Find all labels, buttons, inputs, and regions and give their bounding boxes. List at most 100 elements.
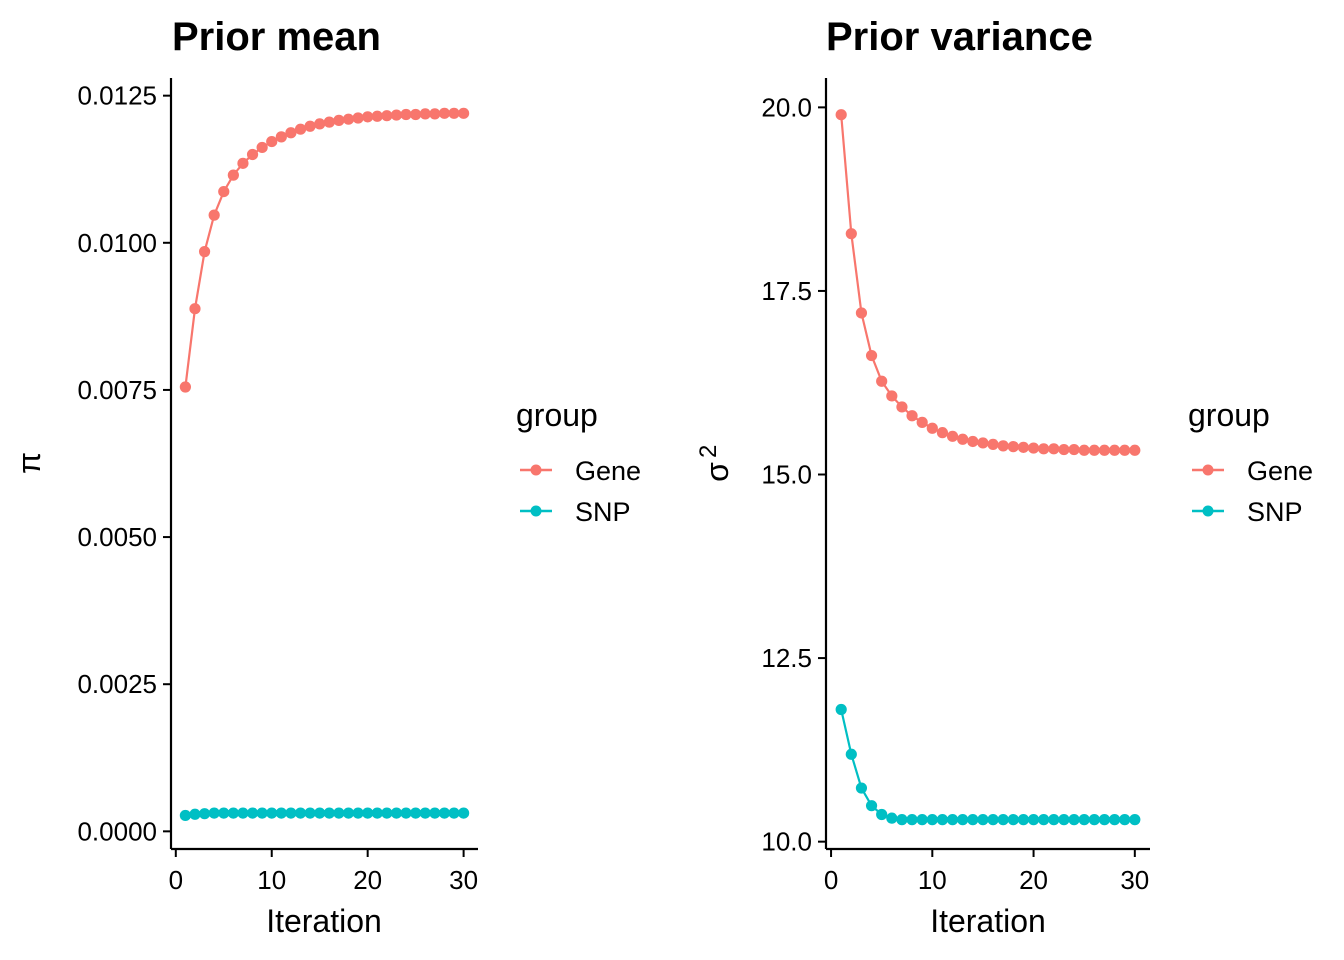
series-gene xyxy=(835,109,1141,456)
y-tick-label: 17.5 xyxy=(761,276,812,306)
x-tick-label: 0 xyxy=(169,865,183,895)
data-point-gene xyxy=(1068,443,1080,456)
data-point-gene xyxy=(179,381,191,393)
data-point-snp xyxy=(218,807,230,819)
data-point-snp xyxy=(448,807,460,819)
data-point-gene xyxy=(237,157,249,169)
data-point-gene xyxy=(1058,443,1070,456)
data-point-snp xyxy=(285,807,297,819)
x-tick-label: 10 xyxy=(257,865,286,895)
y-tick-label: 15.0 xyxy=(761,460,812,490)
data-point-gene xyxy=(1098,444,1111,456)
data-point-snp xyxy=(371,807,383,819)
data-point-snp xyxy=(936,814,949,826)
y-axis-title: π xyxy=(11,452,47,474)
data-point-gene xyxy=(1027,442,1040,454)
series-layer xyxy=(835,109,1141,826)
chart-title: Prior variance xyxy=(826,15,1093,59)
data-point-gene xyxy=(208,209,220,221)
data-point-gene xyxy=(218,185,230,198)
data-point-snp xyxy=(906,814,918,826)
data-point-gene xyxy=(1078,444,1090,456)
x-tick-label: 10 xyxy=(918,865,947,895)
data-point-gene xyxy=(835,109,847,121)
x-axis-title: Iteration xyxy=(266,903,382,939)
data-point-snp xyxy=(1108,814,1121,826)
data-point-snp xyxy=(314,807,326,819)
data-point-gene xyxy=(987,438,999,451)
data-point-gene xyxy=(304,120,316,132)
data-point-gene xyxy=(1108,444,1121,456)
data-point-gene xyxy=(936,427,949,439)
x-tick-label: 0 xyxy=(824,865,838,895)
y-axis-title: σ 2 xyxy=(695,445,735,482)
data-point-snp xyxy=(390,807,403,819)
legend-item-snp: SNP xyxy=(1192,497,1303,527)
prior-mean-panel: Prior mean π Iteration 0.0000 0.0025 0.005… xyxy=(11,15,478,939)
data-point-snp xyxy=(1078,814,1090,826)
data-point-snp xyxy=(323,807,335,819)
data-point-gene xyxy=(916,416,928,428)
data-point-gene xyxy=(333,114,345,126)
data-point-gene xyxy=(876,375,888,387)
data-point-snp xyxy=(275,807,287,819)
data-point-gene xyxy=(458,107,470,119)
axes: 0.0000 0.0025 0.0050 0.0075 0.0100 0.0125 0 10 2… xyxy=(77,78,478,895)
data-point-snp xyxy=(916,814,928,826)
prior-variance-panel: Prior variance σ 2 Iteration 10.0 12.5 15.… xyxy=(695,15,1150,939)
data-point-gene xyxy=(1038,443,1050,455)
data-point-snp xyxy=(342,807,355,819)
data-point-gene xyxy=(381,110,393,122)
data-point-gene xyxy=(275,131,287,143)
y-tick-label: 12.5 xyxy=(761,643,812,673)
data-point-gene xyxy=(438,107,451,119)
x-tick-label: 20 xyxy=(1019,865,1048,895)
data-point-snp xyxy=(400,807,412,819)
data-point-gene xyxy=(1088,444,1100,456)
data-point-gene xyxy=(390,109,403,121)
data-point-snp xyxy=(896,814,908,826)
data-point-snp xyxy=(458,807,470,819)
data-point-snp xyxy=(266,807,278,819)
data-point-gene xyxy=(967,435,979,448)
data-point-snp xyxy=(410,807,422,819)
y-tick-label: 0.0075 xyxy=(77,375,157,405)
data-point-snp xyxy=(967,814,979,826)
data-point-snp xyxy=(1088,814,1100,826)
data-point-gene xyxy=(886,390,898,402)
data-point-snp xyxy=(876,808,888,821)
y-tick-label: 0.0125 xyxy=(77,81,157,111)
data-point-snp xyxy=(957,814,969,826)
legend-label: Gene xyxy=(1247,456,1313,486)
x-axis-title: Iteration xyxy=(930,903,1046,939)
data-point-snp xyxy=(1038,814,1050,826)
data-point-snp xyxy=(208,807,220,819)
x-tick-label: 30 xyxy=(449,865,478,895)
data-point-snp xyxy=(362,807,374,819)
data-point-gene xyxy=(189,303,201,315)
y-axis-title-base: σ xyxy=(699,462,735,482)
data-point-snp xyxy=(179,809,191,822)
data-point-snp xyxy=(987,814,999,826)
data-point-gene xyxy=(266,135,278,148)
chart-title: Prior mean xyxy=(172,15,381,59)
data-point-gene xyxy=(865,349,878,362)
data-point-gene xyxy=(314,118,326,130)
legend-label: SNP xyxy=(575,497,631,527)
data-point-gene xyxy=(419,108,431,120)
data-point-gene xyxy=(285,127,297,139)
data-point-gene xyxy=(256,141,268,154)
legend-key-point xyxy=(530,505,542,517)
data-point-snp xyxy=(977,814,989,826)
data-point-gene xyxy=(246,148,259,161)
data-point-gene xyxy=(448,107,460,119)
legend-item-gene: Gene xyxy=(520,456,641,486)
data-point-snp xyxy=(438,807,451,819)
series-snp xyxy=(835,703,1141,826)
x-tick-label: 20 xyxy=(353,865,382,895)
axes: 10.0 12.5 15.0 17.5 20.0 0 10 20 30 xyxy=(761,78,1150,895)
data-point-gene xyxy=(198,246,211,258)
data-point-snp xyxy=(886,812,898,824)
data-point-gene xyxy=(997,440,1009,452)
